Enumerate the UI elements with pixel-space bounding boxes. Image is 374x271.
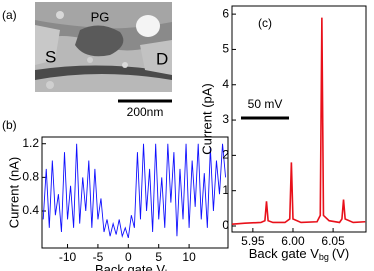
y-tick-label: 0 xyxy=(222,218,229,232)
x-axis-label: Back gate Vbg (V) xyxy=(249,246,349,262)
plot-frame xyxy=(231,5,367,233)
panel-label: (c) xyxy=(258,16,272,30)
x-tick-label: 0 xyxy=(125,250,132,264)
x-tick-label: -10 xyxy=(59,250,77,264)
x-axis-label: Back gate Vbg xyxy=(95,262,175,271)
x-tick-label: 5 xyxy=(155,250,162,264)
x-tick-label: -5 xyxy=(93,250,104,264)
image-label: D xyxy=(156,49,168,68)
annotation: 50 mV xyxy=(248,97,283,111)
x-axis-label-sub: bg xyxy=(319,252,329,262)
afm-image xyxy=(35,2,172,92)
y-tick-label: 0.8 xyxy=(22,170,39,184)
y-tick-label: 3 xyxy=(222,112,229,126)
image-label: S xyxy=(45,47,56,66)
image-label: PG xyxy=(91,9,110,24)
panel-label: (a) xyxy=(2,8,17,22)
y-tick-label: 1.2 xyxy=(22,136,39,150)
y-tick-label: 5 xyxy=(222,42,229,56)
x-tick-label: 6.00 xyxy=(281,234,305,248)
x-axis-label-text: Back gate V xyxy=(95,262,165,271)
y-tick-label: 4 xyxy=(222,77,229,91)
y-axis-label: Current (nA) xyxy=(6,157,21,229)
data-line xyxy=(231,17,366,226)
y-tick-label: 1 xyxy=(222,183,229,197)
plot-frame xyxy=(41,136,229,249)
x-tick-label: 10 xyxy=(182,250,196,264)
x-axis-label-text: Back gate V xyxy=(249,246,319,261)
y-tick-label: 6 xyxy=(222,6,229,20)
y-tick-label: 0.4 xyxy=(22,203,39,217)
y-axis-label: Current (pA) xyxy=(199,83,214,155)
data-line xyxy=(42,143,227,239)
x-axis-label-unit: (V) xyxy=(332,246,349,261)
scale-bar-label: 200nm xyxy=(127,105,164,119)
y-tick-label: 2 xyxy=(222,148,229,162)
x-axis-label-sub: bg xyxy=(165,268,175,271)
x-tick-label: 5.95 xyxy=(241,234,265,248)
panel-label: (b) xyxy=(2,118,17,132)
x-tick-label: 6.05 xyxy=(321,234,345,248)
